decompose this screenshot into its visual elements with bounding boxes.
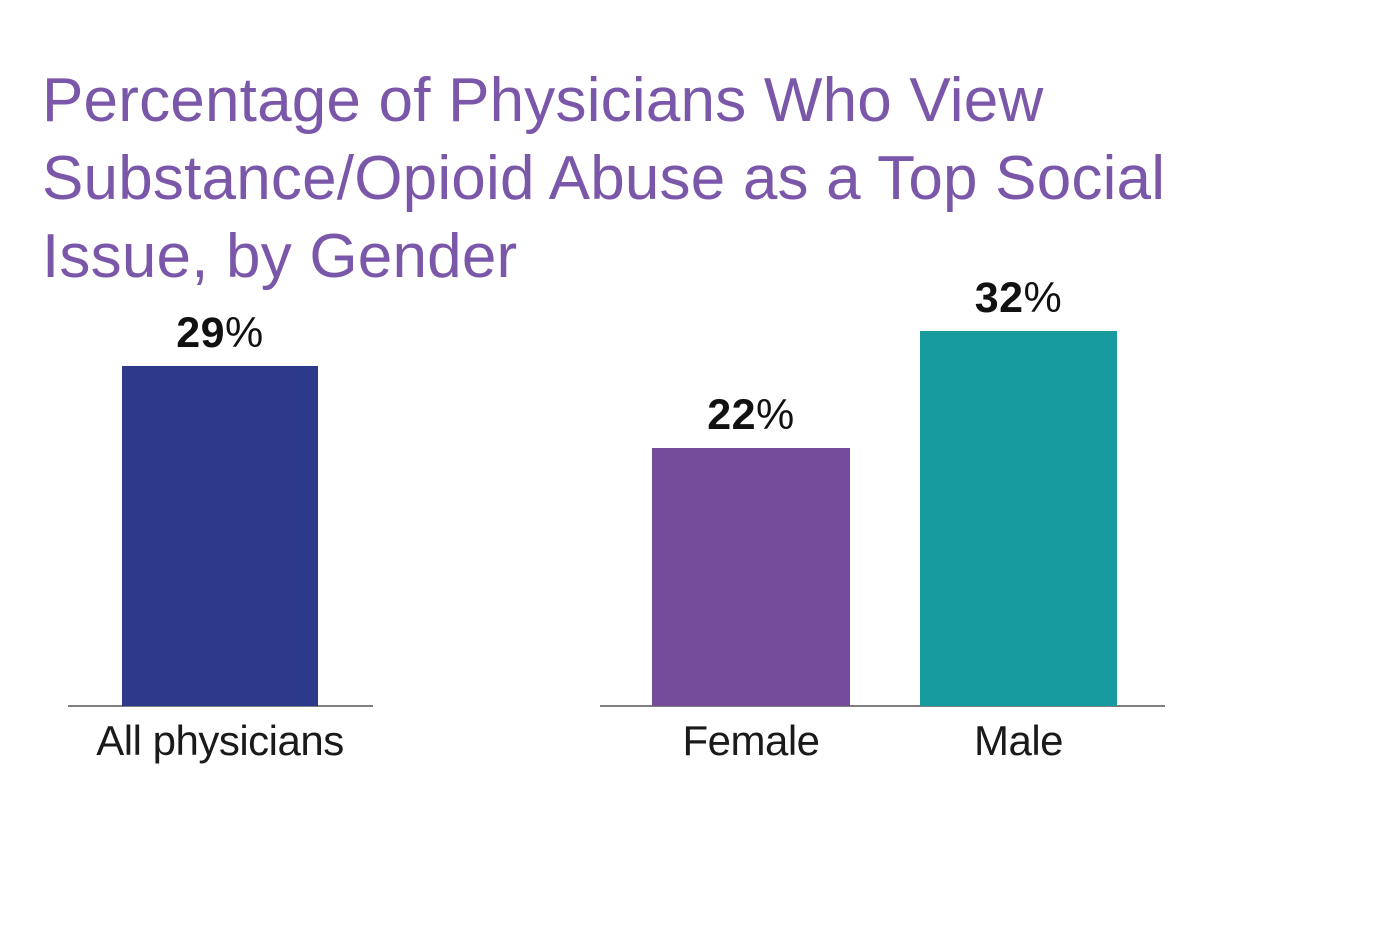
category-label-male: Male <box>973 717 1064 764</box>
bar-group-all-physicians: 29% <box>122 309 318 706</box>
percent-sign: % <box>225 309 264 357</box>
title-line-3: Issue, by Gender <box>42 221 518 291</box>
title-line-1: Percentage of Physicians Who View <box>42 65 1044 135</box>
bar-male <box>920 331 1117 706</box>
percent-sign: % <box>756 391 795 439</box>
bar-female <box>652 448 850 706</box>
baseline-by-gender <box>600 705 1165 707</box>
bar-value-number: 22 <box>707 391 757 439</box>
page-title: Percentage of Physicians Who View Substa… <box>42 62 1292 296</box>
bar-value-label-female: 22% <box>707 391 795 440</box>
bar-value-number: 32 <box>974 274 1024 322</box>
bar-value-number: 29 <box>176 309 226 357</box>
bar-value-label-male: 32% <box>975 274 1063 323</box>
baseline-all-physicians <box>68 705 373 707</box>
bar-group-female: 22% <box>652 391 850 706</box>
title-line-2: Substance/Opioid Abuse as a Top Social <box>42 143 1166 213</box>
category-label-female: Female <box>682 717 820 764</box>
bar-group-male: 32% <box>920 274 1117 706</box>
bar-all-physicians <box>122 366 318 706</box>
percent-sign: % <box>1023 274 1063 322</box>
category-label-all-physicians: All physicians <box>96 717 344 764</box>
bar-value-label-all-physicians: 29% <box>176 309 264 358</box>
